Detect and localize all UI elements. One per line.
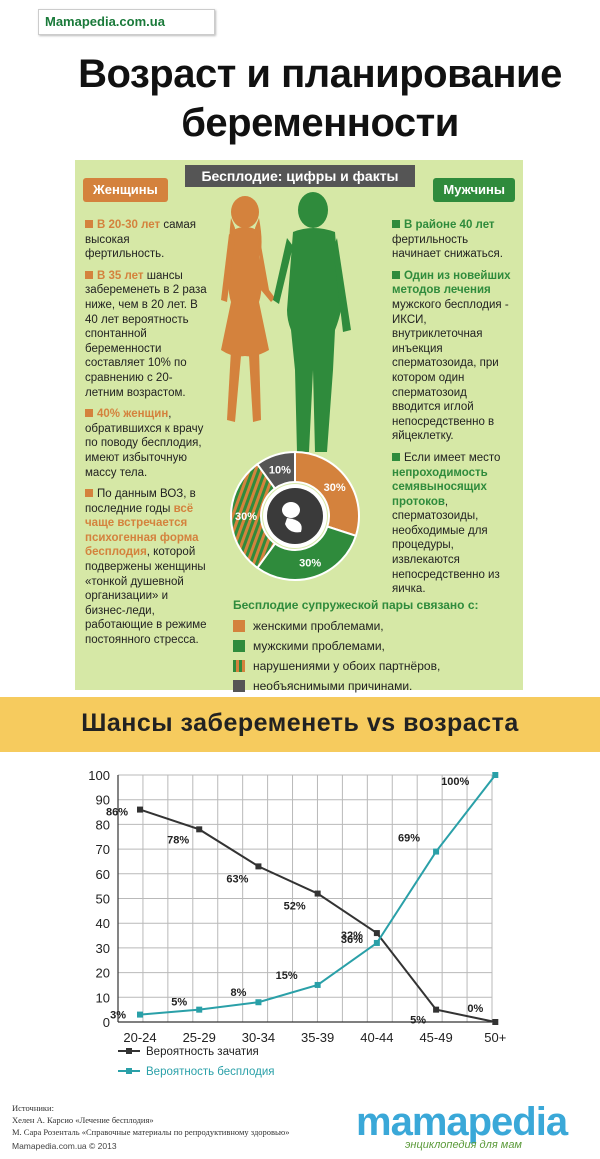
legend-infertility: Вероятность бесплодия bbox=[118, 1066, 274, 1078]
y-tick-label: 10 bbox=[96, 990, 110, 1005]
legend-item-male: мужскими проблемами, bbox=[233, 636, 518, 656]
men-facts: В районе 40 лет фертильность начинает сн… bbox=[392, 218, 517, 604]
men-fact-2: Один из новейших методов лечения мужског… bbox=[392, 269, 511, 443]
men-fact-3: Если имеет место непроходимость семявыно… bbox=[392, 451, 501, 596]
y-tick-label: 0 bbox=[103, 1015, 110, 1030]
data-label: 52% bbox=[284, 901, 306, 913]
pie-label-3: 10% bbox=[269, 464, 291, 476]
data-label: 36% bbox=[341, 934, 363, 946]
x-tick-label: 50+ bbox=[484, 1030, 506, 1045]
couple-silhouette-icon bbox=[221, 192, 351, 452]
y-tick-label: 100 bbox=[88, 768, 110, 783]
sources-title: Источники: bbox=[12, 1103, 54, 1113]
legend-item-both: нарушениями у обоих партнёров, bbox=[233, 656, 518, 676]
legend-item-female: женскими проблемами, bbox=[233, 616, 518, 636]
pie-label-2: 30% bbox=[235, 511, 257, 523]
women-fact-1: В 20-30 лет самая высокая фертильность. bbox=[85, 219, 197, 261]
data-label: 32% bbox=[341, 930, 363, 942]
data-label: 63% bbox=[226, 873, 248, 885]
pie-legend: Бесплодие супружеской пары связано с: же… bbox=[233, 598, 518, 696]
site-badge: Mamapedia.com.ua bbox=[38, 9, 215, 35]
data-point bbox=[433, 848, 440, 855]
x-tick-label: 30-34 bbox=[242, 1030, 275, 1045]
pie-label-1: 30% bbox=[299, 558, 321, 570]
y-tick-label: 30 bbox=[96, 941, 110, 956]
data-point bbox=[433, 1006, 440, 1013]
data-point bbox=[314, 981, 321, 988]
mamapedia-logo: mamapedia bbox=[356, 1100, 568, 1144]
data-label: 0% bbox=[467, 1003, 483, 1015]
y-tick-label: 20 bbox=[96, 966, 110, 981]
source-2: М. Сара Розенталь «Справочные материалы … bbox=[12, 1127, 290, 1137]
site-badge-text: Mamapedia.com.ua bbox=[45, 14, 165, 29]
women-fact-4: По данным ВОЗ, в последние годы всё чаще… bbox=[85, 488, 207, 647]
data-label: 3% bbox=[110, 1010, 126, 1022]
data-point bbox=[196, 826, 203, 833]
legend-conception: Вероятность зачатия bbox=[118, 1046, 259, 1058]
infographic-heading: Бесплодие: цифры и факты bbox=[185, 165, 415, 187]
x-tick-label: 25-29 bbox=[183, 1030, 216, 1045]
data-point bbox=[492, 772, 499, 778]
y-tick-label: 80 bbox=[96, 817, 110, 832]
data-point bbox=[255, 999, 262, 1006]
data-point bbox=[314, 890, 321, 897]
infertility-causes-pie: 30% 30% 30% 10% bbox=[230, 450, 360, 581]
y-tick-label: 50 bbox=[96, 892, 110, 907]
page-title-line1: Возраст и планирование bbox=[78, 52, 562, 96]
legend-title: Бесплодие супружеской пары связано с: bbox=[233, 598, 479, 612]
women-fact-2: В 35 лет шансы забеременеть в 2 раза ниж… bbox=[85, 269, 207, 399]
y-tick-label: 70 bbox=[96, 842, 110, 857]
data-point bbox=[373, 930, 380, 937]
data-point bbox=[137, 1011, 143, 1018]
logo-tagline: энциклопедия для мам bbox=[405, 1139, 522, 1151]
pie-slice-3 bbox=[255, 450, 296, 490]
data-label: 15% bbox=[276, 970, 298, 982]
chart-title-band: Шансы забеременеть vs возраста bbox=[0, 697, 600, 752]
data-point bbox=[492, 1019, 499, 1025]
pie-label-0: 30% bbox=[324, 482, 346, 494]
data-label: 5% bbox=[171, 997, 187, 1009]
women-fact-3: 40% женщин, обратившихся к врачу по пово… bbox=[85, 408, 204, 479]
pie-slice-1 bbox=[255, 525, 358, 581]
x-tick-label: 40-44 bbox=[360, 1030, 393, 1045]
women-facts: В 20-30 лет самая высокая фертильность. … bbox=[85, 218, 207, 655]
pie-slice-0 bbox=[294, 450, 360, 538]
age-chances-chart: 0 10 20 30 40 50 60 70 80 90 100 20-24 25-29 30-34 35-… bbox=[88, 768, 506, 1045]
data-point bbox=[373, 939, 380, 946]
data-label: 100% bbox=[441, 776, 469, 788]
men-fact-1: В районе 40 лет фертильность начинает сн… bbox=[392, 219, 503, 261]
pie-slice-2 bbox=[230, 462, 277, 570]
data-point bbox=[196, 1006, 203, 1013]
source-1: Хелен А. Карсио «Лечение бесплодия» bbox=[12, 1115, 154, 1125]
men-tab: Мужчины bbox=[433, 178, 515, 202]
footer-copyright: Mamapedia.com.ua © 2013 bbox=[12, 1141, 117, 1151]
y-tick-label: 40 bbox=[96, 916, 110, 931]
x-tick-label: 20-24 bbox=[123, 1030, 156, 1045]
x-tick-label: 45-49 bbox=[419, 1030, 452, 1045]
legend-item-unexplained: необъяснимыми причинами. bbox=[233, 676, 518, 696]
y-tick-label: 90 bbox=[96, 793, 110, 808]
data-label: 86% bbox=[106, 807, 128, 819]
women-tab: Женщины bbox=[83, 178, 168, 202]
page-title-line2: беременности bbox=[181, 101, 459, 145]
data-label: 69% bbox=[398, 833, 420, 845]
data-label: 78% bbox=[167, 834, 189, 846]
data-point bbox=[255, 863, 262, 870]
data-label: 8% bbox=[231, 987, 247, 999]
x-tick-label: 35-39 bbox=[301, 1030, 334, 1045]
data-label: 5% bbox=[410, 1015, 426, 1027]
data-point bbox=[137, 806, 143, 813]
chart-title: Шансы забеременеть vs возраста bbox=[81, 709, 519, 737]
infographic-panel: Бесплодие: цифры и факты Женщины Мужчины… bbox=[75, 160, 523, 693]
y-tick-label: 60 bbox=[96, 867, 110, 882]
